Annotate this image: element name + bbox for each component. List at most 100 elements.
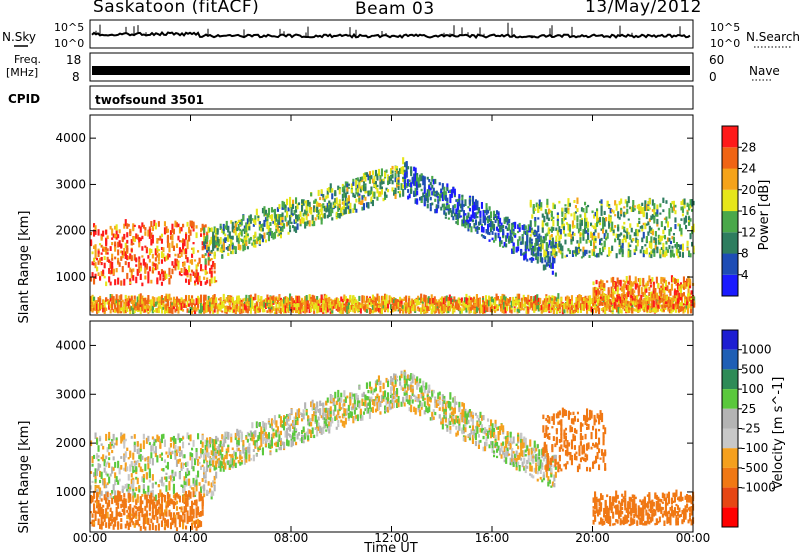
echo-cell	[541, 258, 544, 264]
echo-cell	[147, 229, 150, 237]
echo-cell	[335, 211, 338, 216]
echo-cell	[203, 225, 206, 228]
echo-cell	[555, 251, 558, 255]
echo-cell	[471, 199, 475, 205]
echo-cell	[587, 300, 590, 305]
echo-cell	[346, 197, 349, 204]
echo-cell	[647, 231, 650, 236]
echo-cell	[227, 245, 230, 252]
echo-cell	[623, 305, 626, 308]
echo-cell	[166, 253, 170, 260]
echo-cell	[506, 216, 509, 222]
echo-cell	[545, 247, 548, 255]
echo-cell	[178, 298, 182, 306]
echo-cell	[355, 208, 358, 213]
echo-cell	[432, 189, 435, 196]
echo-cell	[531, 214, 534, 219]
echo-cell	[126, 307, 129, 312]
power-colorbar-tick: 28	[741, 140, 756, 154]
echo-cell	[474, 307, 477, 314]
echo-cell	[477, 307, 480, 311]
echo-cell	[308, 207, 311, 214]
echo-cell	[461, 194, 464, 198]
echo-cell	[141, 299, 144, 304]
echo-cell	[215, 244, 218, 248]
echo-cell	[619, 287, 622, 291]
echo-cell	[686, 301, 689, 306]
echo-cell	[486, 299, 489, 305]
echo-cell	[197, 262, 200, 267]
echo-cell	[102, 299, 105, 303]
echo-cell	[600, 252, 603, 256]
echo-cell	[500, 296, 503, 303]
echo-cell	[653, 208, 656, 215]
echo-cell	[599, 200, 602, 204]
echo-cell	[141, 301, 144, 309]
echo-cell	[545, 262, 548, 267]
echo-cell	[557, 304, 560, 309]
echo-cell	[613, 285, 616, 289]
echo-cell	[93, 307, 96, 311]
echo-cell	[278, 302, 281, 310]
echo-cell	[649, 305, 652, 309]
echo-cell	[276, 308, 280, 311]
echo-cell	[420, 173, 423, 177]
echo-cell	[338, 204, 341, 208]
echo-cell	[409, 300, 412, 306]
echo-cell	[421, 297, 424, 304]
echo-cell	[426, 203, 429, 209]
echo-cell	[593, 239, 596, 245]
echo-cell	[390, 168, 393, 175]
echo-cell	[601, 302, 604, 306]
echo-cell	[574, 211, 578, 214]
echo-cell	[600, 237, 603, 241]
echo-cell	[192, 223, 195, 230]
echo-cell	[172, 298, 176, 304]
echo-cell	[501, 308, 504, 314]
echo-cell	[513, 301, 516, 306]
echo-cell	[209, 298, 212, 305]
echo-cell	[616, 277, 619, 284]
echo-cell	[429, 298, 432, 305]
echo-cell	[634, 280, 637, 285]
echo-cell	[243, 225, 246, 230]
echo-cell	[587, 221, 590, 228]
echo-cell	[123, 278, 126, 286]
echo-cell	[686, 209, 689, 213]
echo-cell	[313, 295, 316, 301]
echo-cell	[564, 239, 567, 245]
echo-cell	[525, 307, 528, 314]
echo-cell	[405, 161, 408, 169]
echo-cell	[585, 206, 588, 214]
echo-cell	[388, 179, 391, 184]
echo-cell	[525, 297, 528, 304]
echo-cell	[648, 198, 651, 205]
echo-cell	[320, 208, 323, 216]
echo-cell	[510, 309, 513, 314]
echo-cell	[373, 175, 376, 182]
echo-cell	[323, 198, 326, 202]
echo-cell	[283, 297, 286, 304]
echo-cell	[666, 287, 669, 292]
echo-cell	[258, 221, 261, 225]
echo-cell	[455, 208, 458, 214]
echo-cell	[648, 254, 651, 258]
echo-cell	[320, 218, 323, 225]
echo-cell	[420, 200, 423, 203]
echo-cell	[503, 299, 506, 304]
echo-cell	[585, 221, 588, 227]
echo-cell	[323, 205, 326, 212]
echo-cell	[642, 253, 645, 258]
echo-cell	[379, 303, 382, 307]
echo-cell	[341, 309, 344, 314]
echo-cell	[433, 310, 436, 314]
echo-cell	[370, 198, 373, 202]
echo-cell	[212, 310, 215, 314]
echo-cell	[347, 307, 350, 310]
echo-cell	[402, 309, 405, 314]
echo-cell	[681, 252, 685, 258]
echo-cell	[465, 293, 468, 301]
echo-cell	[437, 199, 440, 204]
echo-cell	[674, 297, 678, 303]
echo-cell	[225, 220, 228, 226]
